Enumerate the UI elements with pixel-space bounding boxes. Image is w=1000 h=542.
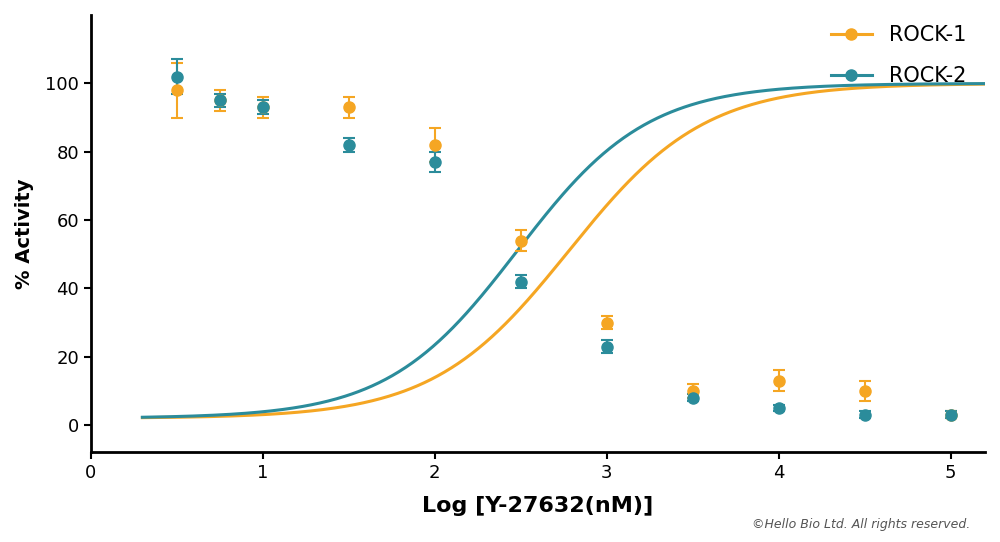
- Y-axis label: % Activity: % Activity: [15, 178, 34, 289]
- X-axis label: Log [Y-27632(nM)]: Log [Y-27632(nM)]: [422, 496, 654, 516]
- Legend: ROCK-1, ROCK-2: ROCK-1, ROCK-2: [822, 17, 975, 94]
- Text: ©Hello Bio Ltd. All rights reserved.: ©Hello Bio Ltd. All rights reserved.: [752, 518, 970, 531]
